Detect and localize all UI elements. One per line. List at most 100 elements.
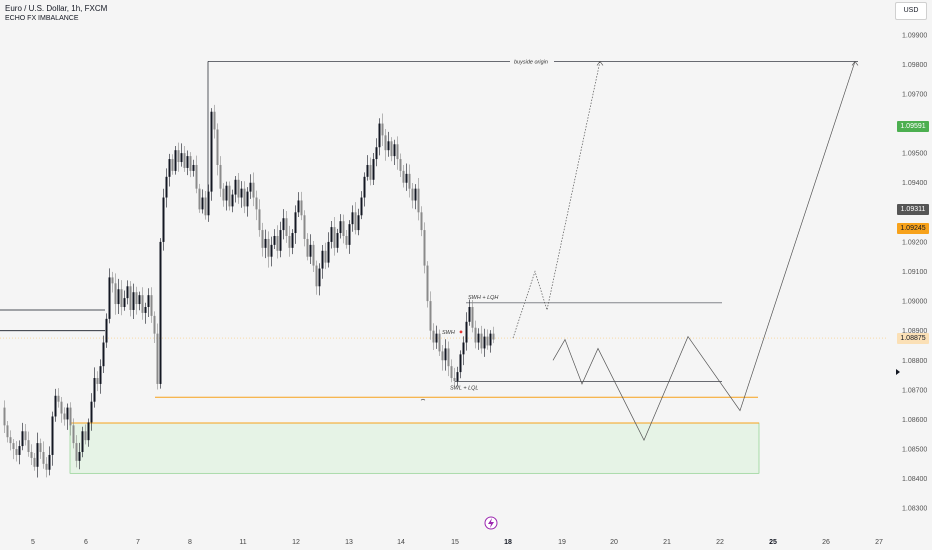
- swh-marker-icon: [459, 330, 463, 334]
- key-level-layer: [0, 61, 888, 424]
- candle-body: [231, 194, 234, 207]
- candle-body: [267, 238, 270, 257]
- indicator-name[interactable]: ECHO FX IMBALANCE: [5, 15, 79, 22]
- symbol-title[interactable]: Euro / U.S. Dollar, 1h, FXCM: [5, 4, 108, 13]
- price-tick-label: 1.08700: [902, 387, 927, 394]
- candle-body: [243, 188, 246, 207]
- candle-body: [63, 413, 66, 420]
- candle-body: [249, 182, 252, 192]
- candle-body: [93, 378, 96, 402]
- candle-body: [156, 333, 159, 384]
- candle-body: [123, 298, 126, 308]
- swh-label: SWH: [442, 330, 455, 336]
- candle-body: [432, 330, 435, 343]
- swl-lql-label: SWL + LQL: [450, 386, 478, 392]
- date-tick-label: 18: [504, 539, 512, 546]
- candle-body: [141, 295, 144, 313]
- candle-body: [312, 244, 315, 266]
- candle-body: [372, 159, 375, 180]
- date-tick-label: 14: [397, 539, 405, 546]
- candle-body: [369, 164, 372, 180]
- time-axis[interactable]: 5 6 7 8 11 12 13 14 15 18 19 20 21 22 25 26 27: [31, 516, 883, 546]
- candle-body: [444, 348, 447, 361]
- candle-body: [291, 233, 294, 248]
- candle-body: [429, 301, 432, 331]
- candle-body: [15, 449, 18, 455]
- candle-body: [330, 227, 333, 242]
- candle-body: [51, 416, 54, 455]
- date-tick-label: 25: [769, 539, 777, 546]
- candle-body: [411, 188, 414, 201]
- candle-body: [54, 395, 57, 417]
- imbalance-zone: [69, 422, 760, 474]
- candle-body: [447, 348, 450, 367]
- candle-body: [474, 327, 477, 343]
- candle-body: [87, 422, 90, 441]
- wave-marker-icon: [420, 398, 426, 401]
- candle-body: [486, 336, 489, 346]
- candle-body: [6, 425, 9, 438]
- date-tick-label: 26: [822, 539, 830, 546]
- candle-body: [45, 463, 48, 470]
- candle-body: [105, 318, 108, 343]
- candle-body: [405, 173, 408, 183]
- candle-body: [33, 457, 36, 467]
- currency-button[interactable]: USD: [895, 2, 927, 20]
- candle-body: [129, 286, 132, 310]
- candle-body: [273, 235, 276, 245]
- candle-body: [78, 451, 81, 461]
- candle-body: [318, 268, 321, 287]
- candle-body: [345, 235, 348, 245]
- buyside-origin-label: buyside origin: [514, 59, 548, 65]
- candle-body: [381, 123, 384, 136]
- candle-body: [492, 333, 495, 340]
- price-tag: 1.09245: [897, 223, 929, 235]
- candle-body: [18, 446, 21, 455]
- price-axis[interactable]: 1.08300 1.08400 1.08500 1.08600 1.08700 1.088…: [896, 32, 927, 513]
- candle-body: [294, 212, 297, 234]
- candle-body: [393, 144, 396, 157]
- candle-body: [471, 307, 474, 328]
- candle-body: [60, 401, 63, 414]
- candle-body: [177, 150, 180, 163]
- candle-body: [234, 179, 237, 195]
- candle-body: [435, 333, 438, 343]
- candle-body: [186, 156, 189, 168]
- price-tick-label: 1.09900: [902, 32, 927, 39]
- candle-body: [57, 395, 60, 402]
- lightning-icon: [488, 518, 494, 528]
- candle-body: [96, 378, 99, 384]
- candle-body: [309, 244, 312, 257]
- candle-body: [255, 197, 258, 210]
- candle-body: [354, 212, 357, 231]
- candle-body: [342, 221, 345, 236]
- candle-body: [324, 250, 327, 263]
- price-tick-label: 1.08800: [902, 358, 927, 365]
- candle-body: [171, 159, 174, 171]
- candle-body: [426, 265, 429, 302]
- candle-body: [315, 265, 318, 287]
- candle-body: [219, 164, 222, 189]
- price-tick-label: 1.09400: [902, 180, 927, 187]
- candle-body: [303, 215, 306, 239]
- candle-body: [450, 366, 453, 379]
- candle-body: [195, 164, 198, 189]
- price-tick-label: 1.09100: [902, 269, 927, 276]
- candle-body: [72, 425, 75, 444]
- candle-body: [132, 292, 135, 310]
- date-tick-label: 7: [136, 539, 140, 546]
- candle-body: [468, 307, 471, 322]
- price-tick-label: 1.08900: [902, 328, 927, 335]
- candle-body: [465, 321, 468, 343]
- candle-body: [147, 295, 150, 308]
- candle-body: [441, 351, 444, 361]
- price-tick-label: 1.09000: [902, 299, 927, 306]
- price-tag: 1.09591: [897, 120, 929, 132]
- date-tick-label: 21: [663, 539, 671, 546]
- date-tick-label: 6: [84, 539, 88, 546]
- candle-body: [237, 179, 240, 198]
- candle-body: [162, 197, 165, 242]
- candle-body: [228, 185, 231, 207]
- price-tick-label: 1.08300: [902, 506, 927, 513]
